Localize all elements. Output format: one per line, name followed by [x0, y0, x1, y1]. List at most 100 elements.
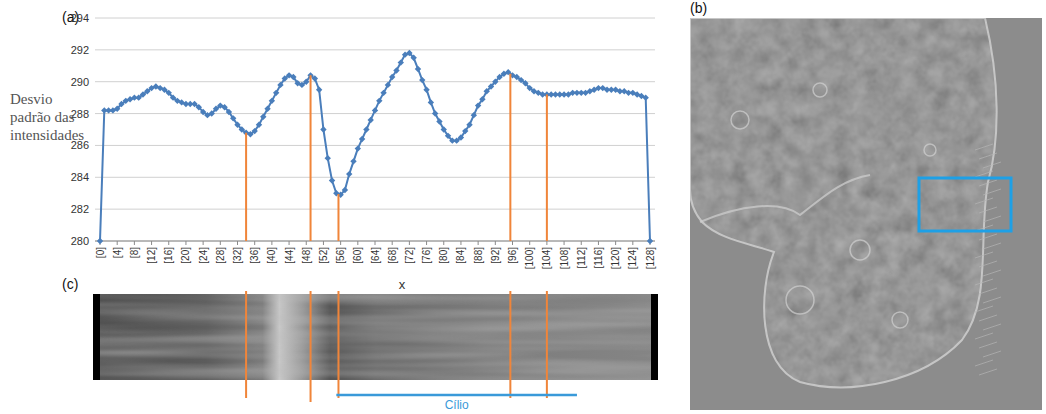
x-tick-label: [88] [473, 247, 484, 264]
x-tick [581, 241, 582, 245]
micrograph [690, 18, 1042, 410]
micrograph-background [690, 18, 1042, 410]
x-tick-label: [68] [387, 247, 398, 264]
x-tick [409, 241, 410, 245]
data-point [325, 155, 331, 161]
marker-line [337, 194, 339, 398]
marker-line [546, 94, 548, 398]
grid-line [95, 209, 655, 210]
data-point [376, 98, 382, 104]
x-tick-label: [0] [95, 247, 106, 258]
cilium [979, 207, 997, 213]
cilium [983, 243, 1001, 249]
y-tick-label: 292 [71, 44, 89, 56]
data-point [372, 107, 378, 113]
cilium [979, 234, 997, 240]
x-tick-label: [72] [404, 247, 415, 264]
data-point [462, 128, 468, 134]
x-tick [495, 241, 496, 245]
x-tick [478, 241, 479, 245]
data-point [273, 90, 279, 96]
x-tick [615, 241, 616, 245]
x-tick-label: [96] [507, 247, 518, 264]
x-tick [151, 241, 152, 245]
cilium [979, 153, 997, 159]
y-tick-label: 290 [71, 76, 89, 88]
x-tick [375, 241, 376, 245]
data-point [492, 79, 498, 85]
x-tick [564, 241, 565, 245]
data-point [436, 118, 442, 124]
x-tick-label: [112] [576, 247, 587, 269]
y-tick-label: 282 [71, 203, 89, 215]
data-point [643, 94, 649, 100]
cilium [983, 162, 1001, 168]
x-tick-label: [56] [335, 247, 346, 264]
grid-line [95, 145, 655, 146]
data-point [398, 59, 404, 65]
x-tick-label: [40] [266, 247, 277, 264]
cilium [975, 360, 993, 366]
cilium [979, 369, 997, 375]
x-tick-label: [84] [455, 247, 466, 264]
data-point [260, 114, 266, 120]
cell-rim [690, 18, 997, 387]
x-tick-label: [28] [215, 247, 226, 264]
data-point [393, 67, 399, 73]
x-tick [546, 241, 547, 245]
marker-line [245, 133, 247, 398]
vesicle [813, 83, 827, 97]
x-tick-label: [64] [370, 247, 381, 264]
cilium [975, 198, 993, 204]
data-point [647, 238, 653, 244]
data-point [475, 102, 481, 108]
y-tick-label: 284 [71, 171, 89, 183]
x-tick [203, 241, 204, 245]
cilium [975, 144, 993, 150]
data-point [303, 79, 309, 85]
x-tick-label: [52] [318, 247, 329, 264]
cilium [983, 297, 1001, 303]
figure: (a)(b)(c)280282284286288290292294[0][4][… [0, 0, 1046, 414]
cilium [979, 261, 997, 267]
data-point [466, 122, 472, 128]
cilium [983, 324, 1001, 330]
cilium [975, 171, 993, 177]
x-tick [271, 241, 272, 245]
x-tick-label: [16] [163, 247, 174, 264]
data-point [380, 90, 386, 96]
plot-area [97, 50, 653, 244]
x-tick [529, 241, 530, 245]
data-point [312, 75, 318, 81]
cilium [975, 279, 993, 285]
panel-label: (c) [62, 276, 78, 292]
data-point [256, 122, 262, 128]
data-point [342, 187, 348, 193]
y-axis-title-line: intensidades [10, 127, 84, 143]
cilium [983, 351, 1001, 357]
data-point [230, 115, 236, 121]
y-axis-title-line: Desvio [10, 91, 53, 107]
x-tick-label: [48] [301, 247, 312, 264]
grid-line [95, 177, 655, 178]
marker-line [310, 75, 312, 402]
cilium [975, 306, 993, 312]
y-axis-title-line: padrão das [10, 109, 75, 125]
x-tick-label: [36] [249, 247, 260, 264]
data-point [209, 110, 215, 116]
grid-line [95, 49, 655, 50]
x-tick [598, 241, 599, 245]
data-point [221, 104, 227, 110]
cilium [979, 180, 997, 186]
data-point [329, 177, 335, 183]
x-tick-label: [80] [438, 247, 449, 264]
cilium [975, 333, 993, 339]
x-tick [443, 241, 444, 245]
data-point [97, 238, 103, 244]
data-point [316, 86, 322, 92]
x-tick [237, 241, 238, 245]
x-tick-label: [108] [559, 247, 570, 269]
x-tick [323, 241, 324, 245]
vesicle [892, 312, 908, 328]
kymograph-base [93, 294, 658, 380]
